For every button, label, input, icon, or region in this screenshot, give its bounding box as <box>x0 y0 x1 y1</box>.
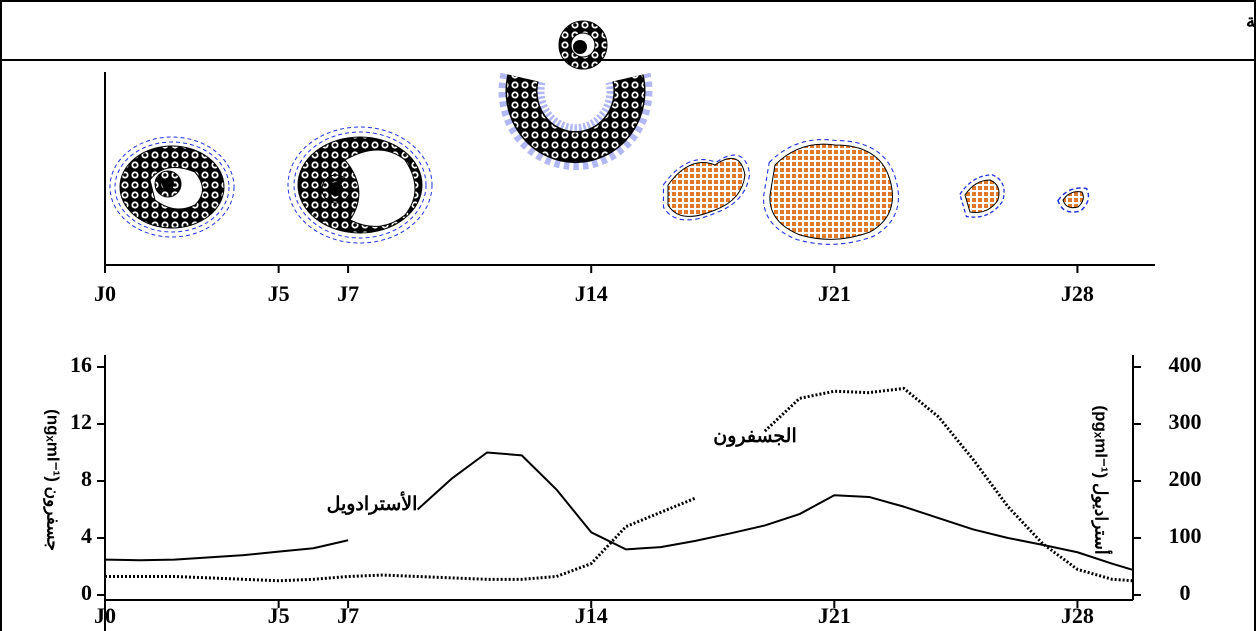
corpus-luteum <box>763 139 899 245</box>
follicle <box>109 136 235 238</box>
y-tick-label: 0 <box>81 580 92 605</box>
x-tick-label: J5 <box>268 281 290 306</box>
y-tick-label: 16 <box>70 352 92 377</box>
x-tick-label: J28 <box>1061 603 1094 628</box>
series-line <box>105 386 1134 583</box>
follicle <box>287 126 433 244</box>
y2-tick-label: 400 <box>1169 352 1202 377</box>
y-tick-label: 12 <box>70 409 92 434</box>
y-tick-label: 8 <box>81 466 92 491</box>
x-tick-label: J28 <box>1061 281 1094 306</box>
corpus-albicans <box>1057 187 1090 213</box>
y2-tick-label: 100 <box>1169 523 1202 548</box>
series-annotation: الأسترادويل <box>327 491 418 515</box>
y2-tick-label: 300 <box>1169 409 1202 434</box>
y-axis-label: جسفرون (ngₓml⁻¹) <box>43 409 63 551</box>
x-tick-label: J14 <box>575 603 608 628</box>
corpus-luteum <box>662 154 751 221</box>
series-line <box>104 451 1134 571</box>
x-tick-label: J0 <box>94 603 116 628</box>
y-tick-label: 4 <box>81 523 92 548</box>
y2-tick-label: 200 <box>1169 466 1202 491</box>
chart-title: الوثيقة 7: تطور كمية الهرمونات عند المرأ… <box>1246 9 1256 32</box>
x-tick-label: J21 <box>818 603 851 628</box>
x-tick-label: J21 <box>818 281 851 306</box>
follicle <box>498 20 653 171</box>
corpus-albicans <box>959 174 1005 218</box>
x-tick-label: J0 <box>94 281 116 306</box>
y2-tick-label: 0 <box>1180 580 1191 605</box>
y2-axis-label: أستراديول (pgₓml⁻¹) <box>1091 405 1114 554</box>
x-tick-label: J5 <box>268 603 290 628</box>
series-annotation: الجسفرون <box>713 426 797 447</box>
x-tick-label: J14 <box>575 281 608 306</box>
x-tick-label: J7 <box>337 603 359 628</box>
x-tick-label: J7 <box>337 281 359 306</box>
